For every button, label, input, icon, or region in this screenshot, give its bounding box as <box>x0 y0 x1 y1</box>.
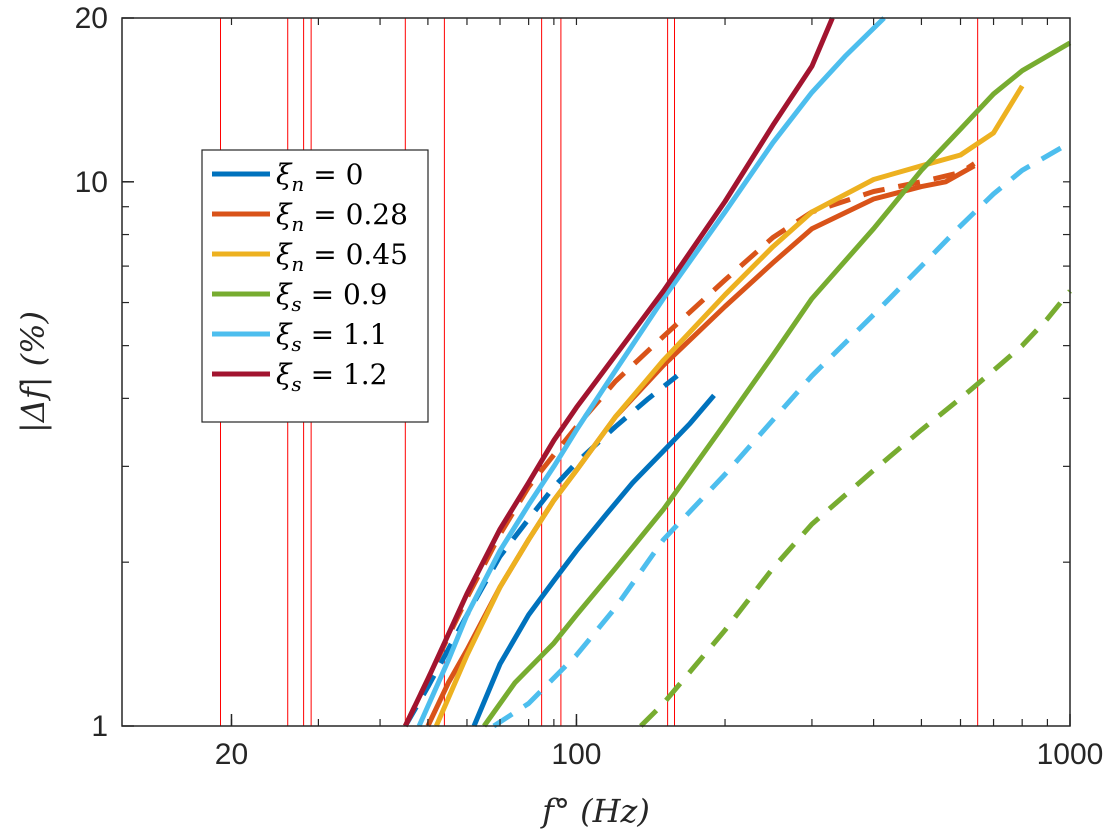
series-line-s-1-2 <box>403 17 835 728</box>
legend-entry: ξs = 1.2 <box>276 358 387 396</box>
x-tick-label: 1000 <box>1037 738 1104 771</box>
series-line-s-0-9-dashed <box>639 289 1072 728</box>
y-tick-label: 1 <box>91 710 108 743</box>
legend-entry: ξs = 1.1 <box>276 318 387 356</box>
legend-entry: ξs = 0.9 <box>276 278 387 316</box>
legend-entry: ξn = 0.28 <box>276 198 408 236</box>
legend-box <box>201 149 429 423</box>
y-tick-label: 20 <box>75 2 108 35</box>
x-tick-label: 20 <box>215 738 248 771</box>
y-axis-label: |Δf| (%) <box>14 311 52 433</box>
series-line-s-1-1 <box>416 16 886 728</box>
series-group <box>403 16 1072 729</box>
series-line-n-0-28-dashed <box>403 161 976 728</box>
series-line-s-0-9 <box>482 40 1072 728</box>
plot-frame <box>121 17 1071 727</box>
x-axis-label: f° (Hz) <box>540 792 650 830</box>
series-line-n-0-45 <box>434 84 1025 727</box>
series-line-n-0 <box>471 393 716 727</box>
series-line-n-0-dashed <box>403 373 679 728</box>
series-line-s-1-1-dashed <box>492 140 1072 729</box>
legend-entry: ξn = 0 <box>276 158 363 196</box>
legend-entry: ξn = 0.45 <box>276 238 408 276</box>
x-tick-label: 100 <box>551 738 601 771</box>
tick-group: 20 100 1000 1 10 20 <box>75 2 1104 771</box>
y-tick-label: 10 <box>75 166 108 199</box>
